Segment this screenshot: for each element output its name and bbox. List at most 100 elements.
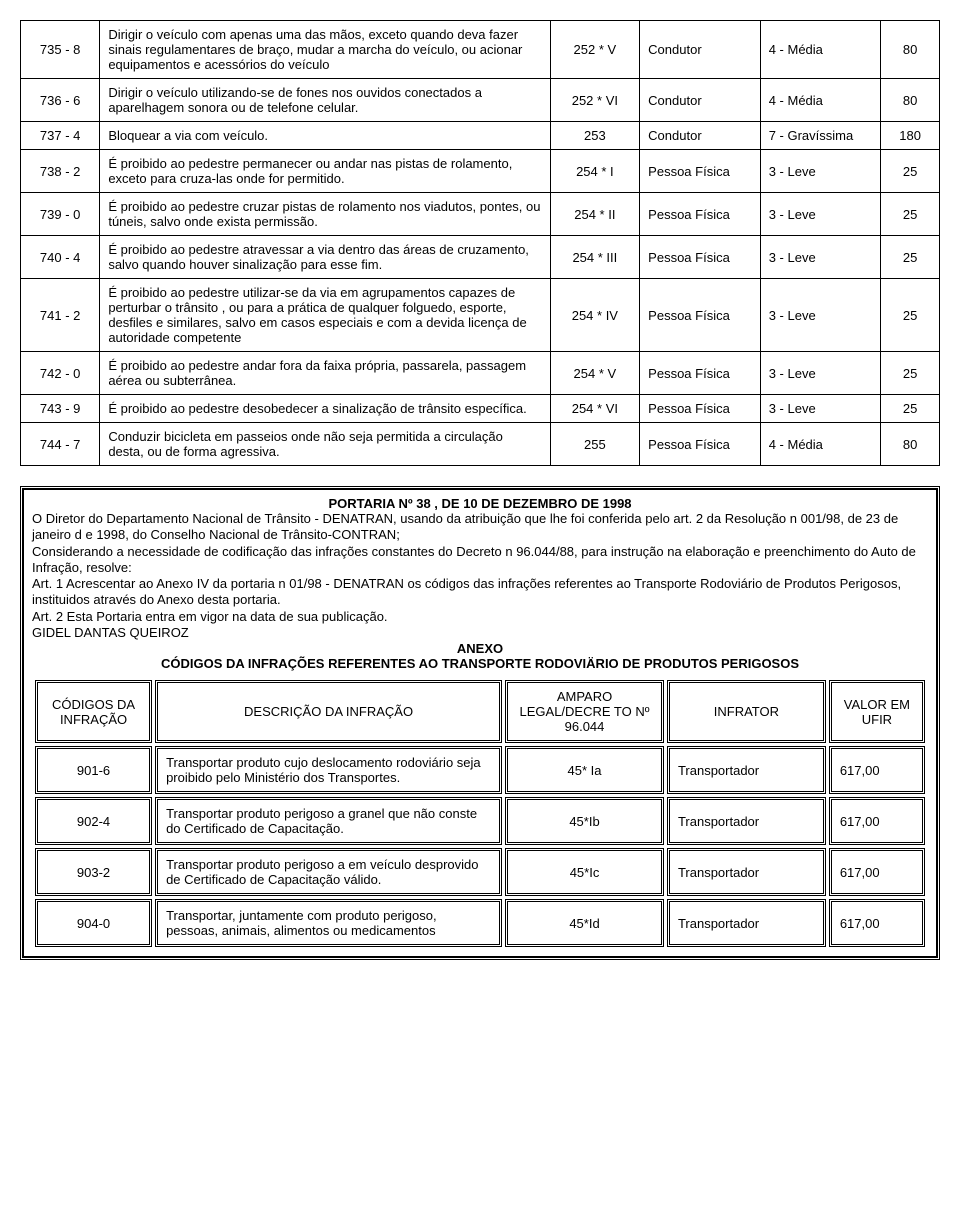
anexo-cell-infrator: Transportador xyxy=(667,746,826,794)
anexo-cell-infrator: Transportador xyxy=(667,899,826,947)
table-row: 738 - 2É proibido ao pedestre permanecer… xyxy=(21,150,940,193)
cell-value: 80 xyxy=(881,423,940,466)
anexo-cell-desc: Transportar produto cujo deslocamento ro… xyxy=(155,746,502,794)
table-row: 744 - 7Conduzir bicicleta em passeios on… xyxy=(21,423,940,466)
cell-value: 25 xyxy=(881,193,940,236)
anexo-cell-legal: 45*Id xyxy=(505,899,664,947)
cell-desc: É proibido ao pedestre cruzar pistas de … xyxy=(100,193,550,236)
cell-infrator: Pessoa Física xyxy=(640,236,761,279)
cell-code: 739 - 0 xyxy=(21,193,100,236)
cell-gravity: 3 - Leve xyxy=(760,150,881,193)
anexo-cell-valor: 617,00 xyxy=(829,848,925,896)
anexo-row: 901-6Transportar produto cujo deslocamen… xyxy=(35,746,925,794)
anexo-row: 903-2Transportar produto perigoso a em v… xyxy=(35,848,925,896)
table-row: 743 - 9É proibido ao pedestre desobedece… xyxy=(21,395,940,423)
cell-gravity: 4 - Média xyxy=(760,21,881,79)
anexo-cell-valor: 617,00 xyxy=(829,746,925,794)
cell-gravity: 3 - Leve xyxy=(760,352,881,395)
cell-infrator: Condutor xyxy=(640,21,761,79)
portaria-line: GIDEL DANTAS QUEIROZ xyxy=(32,625,928,641)
anexo-header-row: CÓDIGOS DA INFRAÇÃO DESCRIÇÃO DA INFRAÇÃ… xyxy=(35,680,925,743)
cell-desc: É proibido ao pedestre desobedecer a sin… xyxy=(100,395,550,423)
cell-gravity: 3 - Leve xyxy=(760,279,881,352)
portaria-box: PORTARIA Nº 38 , DE 10 DE DEZEMBRO DE 19… xyxy=(20,486,940,960)
anexo-h-desc: DESCRIÇÃO DA INFRAÇÃO xyxy=(155,680,502,743)
table-row: 742 - 0É proibido ao pedestre andar fora… xyxy=(21,352,940,395)
cell-legal: 253 xyxy=(550,122,640,150)
anexo-cell-legal: 45* Ia xyxy=(505,746,664,794)
anexo-cell-infrator: Transportador xyxy=(667,797,826,845)
cell-code: 738 - 2 xyxy=(21,150,100,193)
cell-infrator: Pessoa Física xyxy=(640,193,761,236)
table-row: 735 - 8Dirigir o veículo com apenas uma … xyxy=(21,21,940,79)
cell-gravity: 4 - Média xyxy=(760,423,881,466)
cell-value: 25 xyxy=(881,352,940,395)
cell-desc: É proibido ao pedestre permanecer ou and… xyxy=(100,150,550,193)
cell-value: 25 xyxy=(881,395,940,423)
anexo-cell-code: 901-6 xyxy=(35,746,152,794)
cell-legal: 254 * VI xyxy=(550,395,640,423)
cell-desc: Dirigir o veículo com apenas uma das mão… xyxy=(100,21,550,79)
cell-desc: É proibido ao pedestre andar fora da fai… xyxy=(100,352,550,395)
cell-value: 25 xyxy=(881,236,940,279)
cell-desc: Dirigir o veículo utilizando-se de fones… xyxy=(100,79,550,122)
portaria-title: PORTARIA Nº 38 , DE 10 DE DEZEMBRO DE 19… xyxy=(32,496,928,511)
cell-infrator: Pessoa Física xyxy=(640,423,761,466)
cell-gravity: 3 - Leve xyxy=(760,236,881,279)
cell-legal: 252 * VI xyxy=(550,79,640,122)
cell-code: 743 - 9 xyxy=(21,395,100,423)
portaria-line: Considerando a necessidade de codificaçã… xyxy=(32,544,928,577)
cell-infrator: Condutor xyxy=(640,79,761,122)
anexo-cell-desc: Transportar produto perigoso a granel qu… xyxy=(155,797,502,845)
table-row: 736 - 6Dirigir o veículo utilizando-se d… xyxy=(21,79,940,122)
cell-legal: 254 * IV xyxy=(550,279,640,352)
anexo-cell-code: 902-4 xyxy=(35,797,152,845)
cell-desc: É proibido ao pedestre atravessar a via … xyxy=(100,236,550,279)
cell-infrator: Condutor xyxy=(640,122,761,150)
anexo-cell-legal: 45*Ib xyxy=(505,797,664,845)
cell-code: 737 - 4 xyxy=(21,122,100,150)
anexo-label: ANEXO xyxy=(32,641,928,656)
cell-value: 180 xyxy=(881,122,940,150)
cell-legal: 255 xyxy=(550,423,640,466)
cell-code: 741 - 2 xyxy=(21,279,100,352)
anexo-cell-infrator: Transportador xyxy=(667,848,826,896)
cell-code: 735 - 8 xyxy=(21,21,100,79)
anexo-cell-desc: Transportar produto perigoso a em veícul… xyxy=(155,848,502,896)
cell-desc: Conduzir bicicleta em passeios onde não … xyxy=(100,423,550,466)
table-row: 740 - 4É proibido ao pedestre atravessar… xyxy=(21,236,940,279)
anexo-row: 902-4Transportar produto perigoso a gran… xyxy=(35,797,925,845)
anexo-h-infrator: INFRATOR xyxy=(667,680,826,743)
anexo-cell-valor: 617,00 xyxy=(829,797,925,845)
anexo-cell-code: 903-2 xyxy=(35,848,152,896)
portaria-line: O Diretor do Departamento Nacional de Tr… xyxy=(32,511,928,544)
cell-gravity: 3 - Leve xyxy=(760,193,881,236)
anexo-row: 904-0Transportar, juntamente com produto… xyxy=(35,899,925,947)
cell-legal: 254 * V xyxy=(550,352,640,395)
anexo-cell-code: 904-0 xyxy=(35,899,152,947)
table-row: 741 - 2É proibido ao pedestre utilizar-s… xyxy=(21,279,940,352)
cell-infrator: Pessoa Física xyxy=(640,279,761,352)
cell-gravity: 4 - Média xyxy=(760,79,881,122)
anexo-h-valor: VALOR EM UFIR xyxy=(829,680,925,743)
cell-code: 740 - 4 xyxy=(21,236,100,279)
anexo-cell-legal: 45*Ic xyxy=(505,848,664,896)
cell-code: 742 - 0 xyxy=(21,352,100,395)
anexo-cell-desc: Transportar, juntamente com produto peri… xyxy=(155,899,502,947)
cell-legal: 254 * III xyxy=(550,236,640,279)
cell-desc: Bloquear a via com veículo. xyxy=(100,122,550,150)
portaria-body: O Diretor do Departamento Nacional de Tr… xyxy=(32,511,928,641)
cell-value: 80 xyxy=(881,79,940,122)
table-row: 739 - 0É proibido ao pedestre cruzar pis… xyxy=(21,193,940,236)
cell-code: 744 - 7 xyxy=(21,423,100,466)
cell-gravity: 7 - Gravíssima xyxy=(760,122,881,150)
cell-legal: 252 * V xyxy=(550,21,640,79)
cell-code: 736 - 6 xyxy=(21,79,100,122)
cell-infrator: Pessoa Física xyxy=(640,395,761,423)
anexo-table: CÓDIGOS DA INFRAÇÃO DESCRIÇÃO DA INFRAÇÃ… xyxy=(32,677,928,950)
cell-gravity: 3 - Leve xyxy=(760,395,881,423)
cell-legal: 254 * II xyxy=(550,193,640,236)
portaria-line: Art. 1 Acrescentar ao Anexo IV da portar… xyxy=(32,576,928,609)
anexo-h-code: CÓDIGOS DA INFRAÇÃO xyxy=(35,680,152,743)
portaria-line: Art. 2 Esta Portaria entra em vigor na d… xyxy=(32,609,928,625)
